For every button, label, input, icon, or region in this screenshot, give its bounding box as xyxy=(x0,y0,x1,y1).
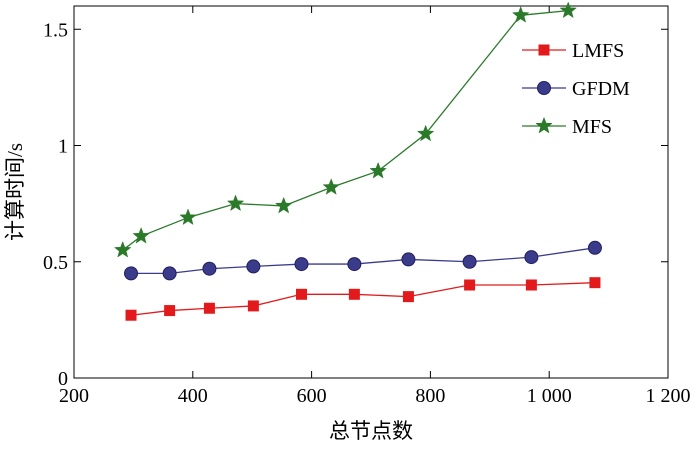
y-axis-title: 计算时间/s xyxy=(3,143,27,241)
data-point-lmfs xyxy=(164,305,176,317)
x-tick-label: 600 xyxy=(297,385,327,407)
data-point-mfs xyxy=(179,208,197,226)
y-tick-label: 0 xyxy=(58,368,68,390)
data-point-lmfs xyxy=(247,300,259,312)
y-tick-label: 0.5 xyxy=(43,252,68,274)
x-axis-title: 总节点数 xyxy=(329,419,413,443)
data-point-gfdm xyxy=(124,266,139,281)
legend-label-lmfs: LMFS xyxy=(572,40,624,62)
data-point-lmfs xyxy=(402,291,414,303)
legend-label-mfs: MFS xyxy=(572,116,612,138)
data-point-lmfs xyxy=(125,309,137,321)
data-point-gfdm xyxy=(401,252,416,267)
data-point-lmfs xyxy=(296,288,308,300)
x-tick-label: 200 xyxy=(59,385,89,407)
data-point-mfs xyxy=(511,6,530,23)
data-point-gfdm xyxy=(462,254,477,269)
data-point-gfdm xyxy=(202,261,217,276)
data-point-gfdm xyxy=(347,257,362,272)
data-point-lmfs xyxy=(589,277,601,289)
legend-marker-lmfs xyxy=(538,44,550,56)
data-point-gfdm xyxy=(294,257,309,272)
legend-marker-gfdm xyxy=(537,81,551,95)
data-point-gfdm xyxy=(524,250,539,265)
data-point-mfs xyxy=(322,178,340,195)
y-tick-label: 1.5 xyxy=(43,19,68,41)
data-point-mfs xyxy=(113,240,132,258)
data-point-lmfs xyxy=(348,288,360,300)
y-tick-label: 1 xyxy=(58,136,68,158)
data-point-mfs xyxy=(416,124,435,142)
data-point-mfs xyxy=(369,161,387,179)
data-point-gfdm xyxy=(587,240,602,255)
data-point-gfdm xyxy=(246,259,261,274)
legend-label-gfdm: GFDM xyxy=(572,78,630,100)
data-point-lmfs xyxy=(464,279,476,291)
data-point-mfs xyxy=(226,194,245,212)
plot-frame xyxy=(73,5,669,379)
series-line-lmfs xyxy=(130,282,595,316)
data-point-mfs xyxy=(132,226,150,244)
data-point-gfdm xyxy=(162,266,177,281)
x-tick-label: 400 xyxy=(178,385,208,407)
x-tick-label: 1 200 xyxy=(646,385,691,407)
series-line-mfs xyxy=(122,10,569,251)
data-point-mfs xyxy=(559,1,577,19)
data-point-lmfs xyxy=(525,279,537,291)
legend-marker-mfs xyxy=(535,116,553,134)
x-tick-label: 1 000 xyxy=(527,385,572,407)
series-line-gfdm xyxy=(131,247,596,275)
data-point-mfs xyxy=(274,196,293,214)
x-tick-label: 800 xyxy=(415,385,445,407)
data-point-lmfs xyxy=(203,302,215,314)
